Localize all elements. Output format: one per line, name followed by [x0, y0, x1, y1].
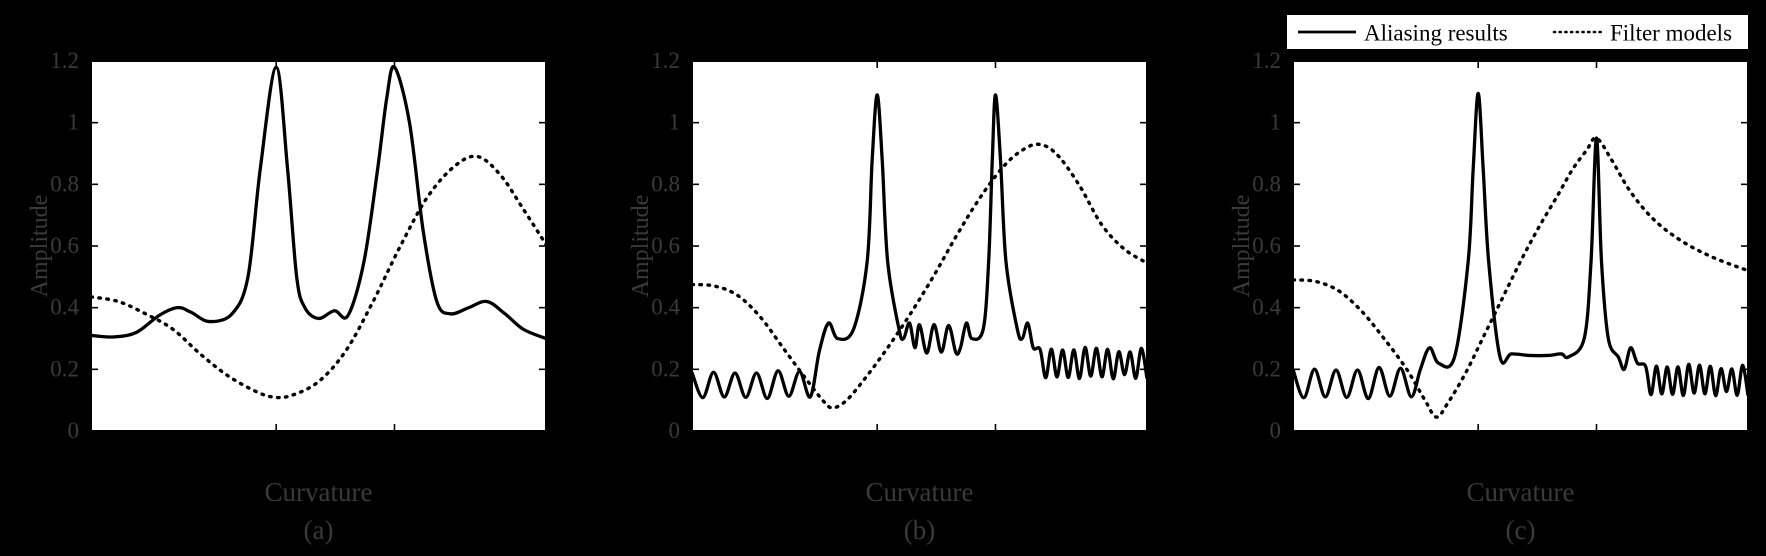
svg-text:0.4: 0.4 [1252, 295, 1281, 320]
svg-text:0.6: 0.6 [50, 233, 79, 258]
svg-text:Curvature: Curvature [1467, 477, 1575, 507]
svg-text:0.4: 0.4 [651, 295, 680, 320]
svg-text:1: 1 [1270, 110, 1282, 135]
svg-text:0: 0 [68, 418, 80, 443]
svg-text:1: 1 [669, 110, 681, 135]
svg-text:0.8: 0.8 [1252, 171, 1281, 196]
svg-text:1.2: 1.2 [651, 48, 680, 73]
svg-text:0.8: 0.8 [651, 171, 680, 196]
svg-text:Aliasing results: Aliasing results [1364, 21, 1508, 46]
svg-text:0.6: 0.6 [651, 233, 680, 258]
svg-text:1: 1 [68, 110, 80, 135]
svg-text:0: 0 [1270, 418, 1282, 443]
svg-text:0: 0 [669, 418, 681, 443]
svg-text:0.2: 0.2 [50, 356, 79, 381]
svg-text:0.2: 0.2 [651, 356, 680, 381]
svg-text:1.2: 1.2 [1252, 48, 1281, 73]
svg-text:(c): (c) [1506, 515, 1536, 545]
svg-text:0.2: 0.2 [1252, 356, 1281, 381]
svg-text:Filter models: Filter models [1610, 21, 1732, 46]
svg-text:Amplitude: Amplitude [27, 195, 53, 298]
svg-text:Amplitude: Amplitude [1229, 195, 1255, 298]
svg-text:0.8: 0.8 [50, 171, 79, 196]
svg-text:Curvature: Curvature [866, 477, 974, 507]
svg-text:1.2: 1.2 [50, 48, 79, 73]
svg-text:0.4: 0.4 [50, 295, 79, 320]
svg-text:Curvature: Curvature [265, 477, 373, 507]
svg-text:0.6: 0.6 [1252, 233, 1281, 258]
svg-text:(a): (a) [304, 515, 334, 545]
svg-text:(b): (b) [904, 515, 935, 545]
svg-text:Amplitude: Amplitude [628, 195, 654, 298]
